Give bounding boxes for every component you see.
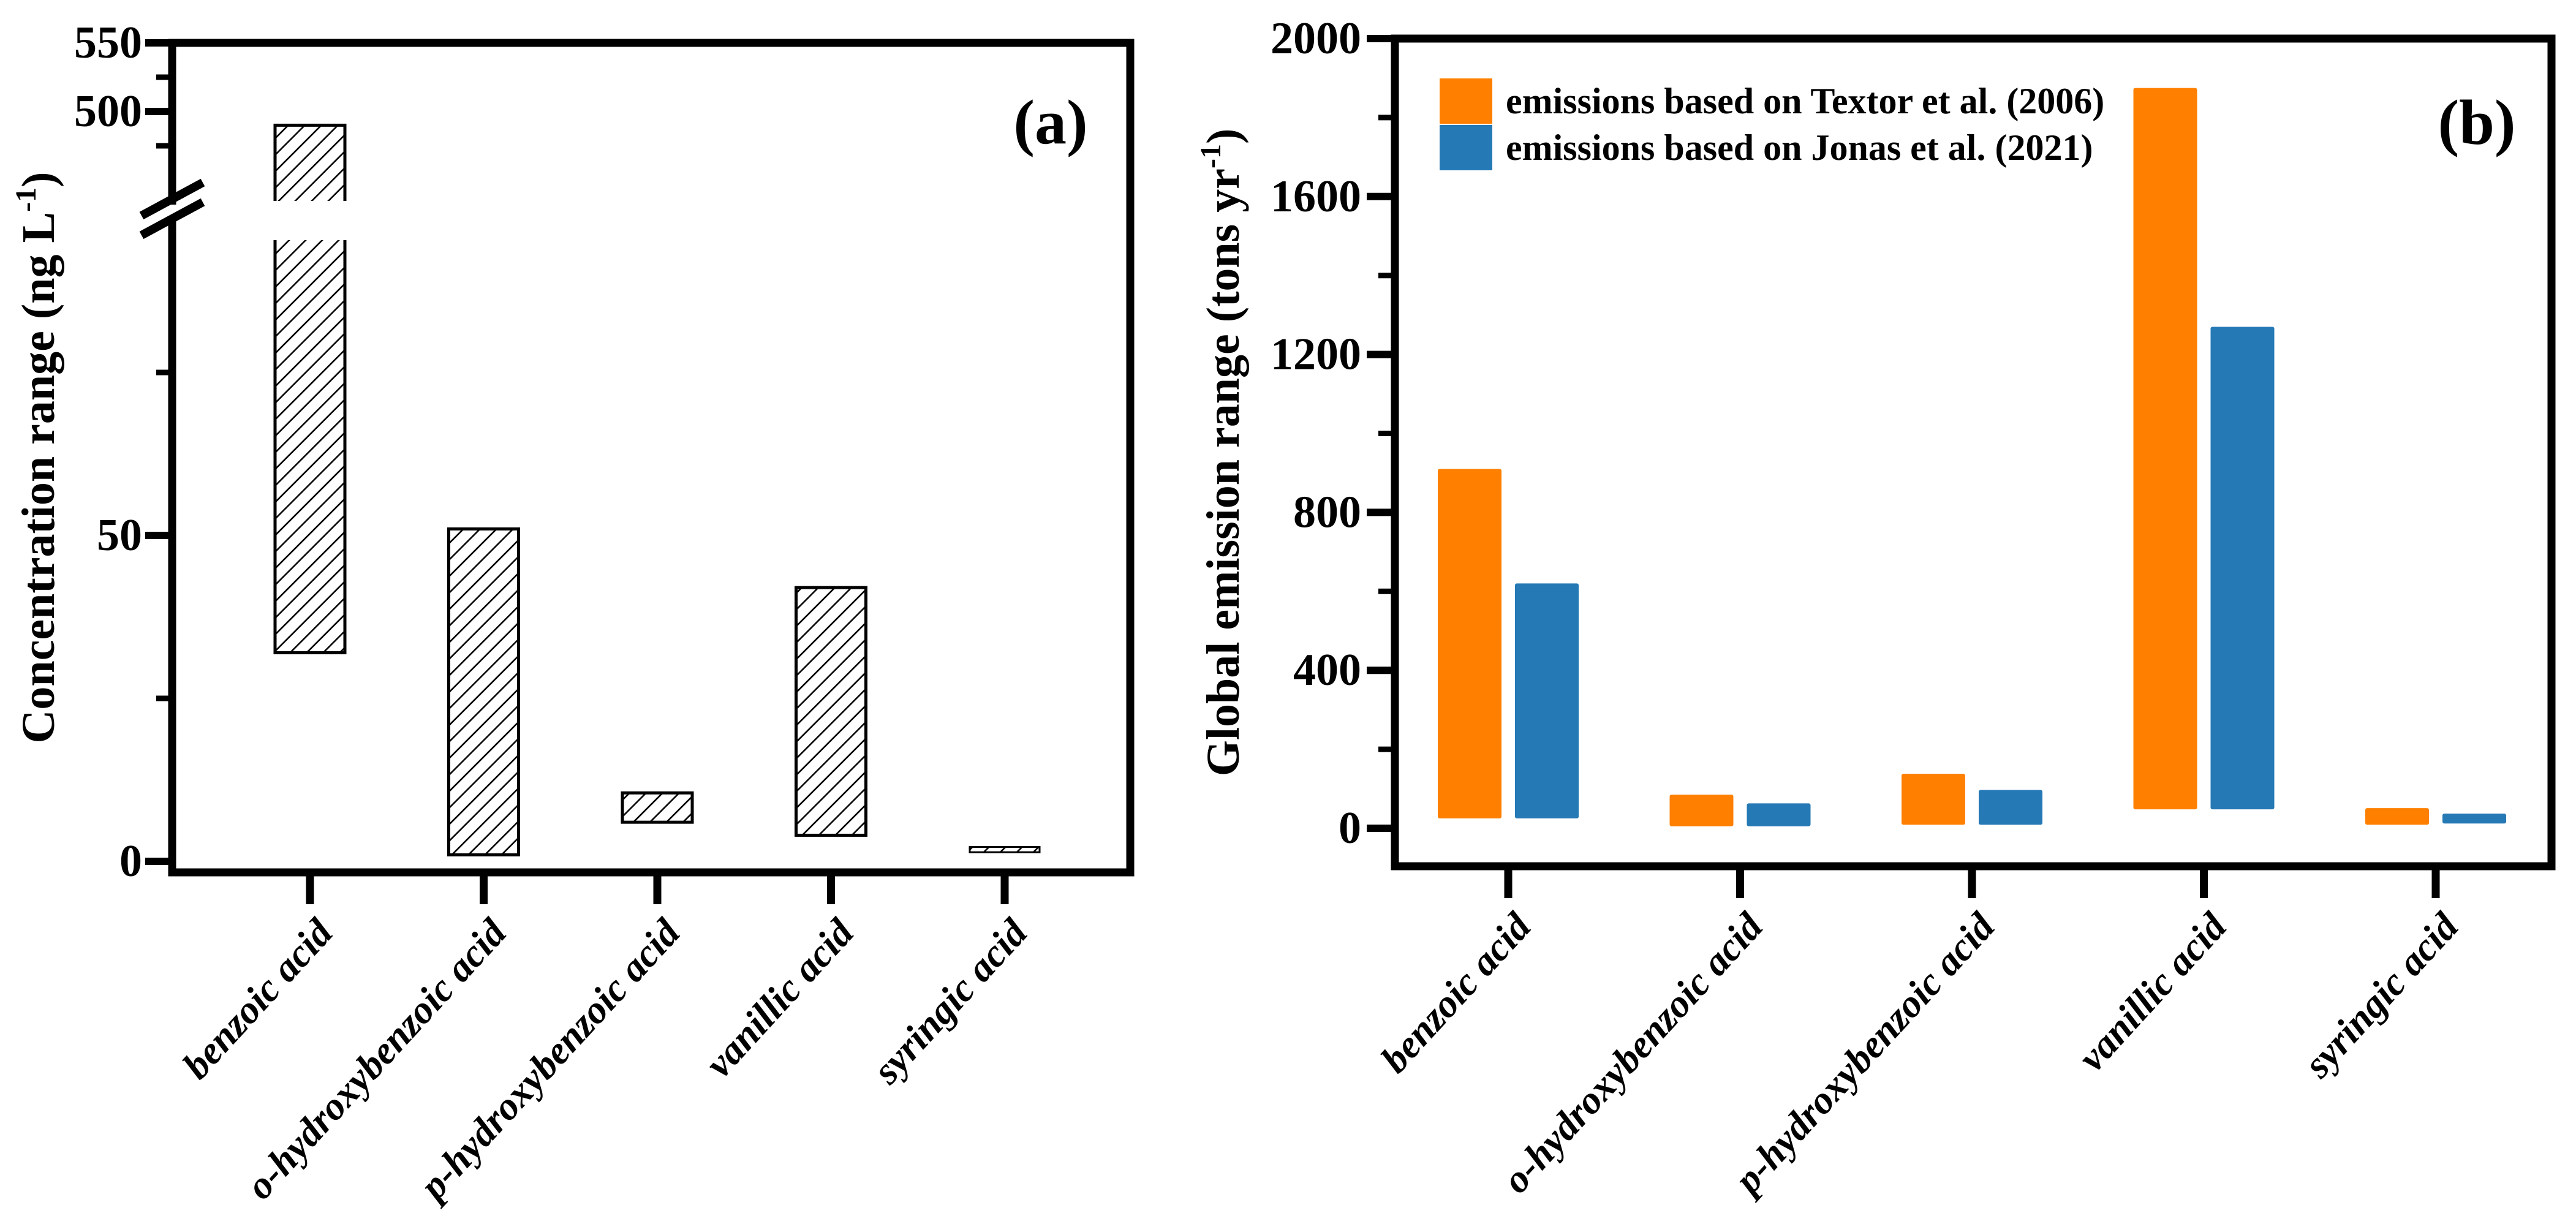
panel-a-y-axis-title: Concentration range (ng L-1)	[10, 172, 64, 744]
bar-syringic-acid-jonas-2021	[2442, 814, 2506, 824]
x-category-label-syringic-acid: syringic acid	[2295, 904, 2467, 1086]
y-tick-label-0: 0	[1339, 803, 1361, 853]
axis-break-slash-lower	[139, 198, 205, 240]
y-tick-label-2000: 2000	[1271, 13, 1361, 64]
x-category-label-benzoic-acid: benzoic acid	[1372, 904, 1539, 1081]
bar-o-hydroxybenzoic-acid-textor-2006	[1669, 795, 1734, 826]
y-tick-label-800: 800	[1293, 487, 1361, 537]
bar-p-hydroxybenzoic-acid-range	[621, 791, 694, 824]
panel-a-label: (a)	[1013, 88, 1087, 158]
x-category-label-vanillic-acid: vanillic acid	[2069, 904, 2235, 1079]
x-category-label-syringic-acid: syringic acid	[864, 910, 1036, 1092]
bar-o-hydroxybenzoic-acid-range	[447, 527, 520, 856]
x-category-label-o-hydroxybenzoic-acid: o-hydroxybenzoic acid	[1494, 904, 1772, 1201]
bar-benzoic-acid-jonas-2021	[1515, 583, 1579, 818]
bar-syringic-acid-range	[969, 846, 1041, 853]
panel-b-label: (b)	[2438, 88, 2515, 158]
y-tick-label-1200: 1200	[1271, 330, 1361, 380]
legend-swatch-jonas-2021	[1440, 125, 1492, 170]
bar-vanillic-acid-range	[795, 586, 867, 837]
bar-benzoic-acid-textor-2006	[1438, 469, 1501, 818]
bar-p-hydroxybenzoic-acid-jonas-2021	[1979, 790, 2042, 825]
panel-b-emission-chart: 0 400 800 1200 1600 2000 benzoic acido-hydroxy…	[1195, 13, 2556, 1204]
bar-p-hydroxybenzoic-acid-textor-2006	[1902, 774, 1965, 825]
bar-o-hydroxybenzoic-acid-jonas-2021	[1747, 803, 1811, 826]
x-category-label-vanillic-acid: vanillic acid	[697, 910, 862, 1086]
x-category-label-benzoic-acid: benzoic acid	[174, 910, 341, 1087]
y-tick-label-0: 0	[119, 836, 142, 886]
legend-swatch-textor-2006	[1440, 78, 1492, 124]
panel-b-y-axis-title: Global emission range (tons yr-1)	[1195, 129, 1249, 777]
y-tick-label-400: 400	[1293, 645, 1361, 695]
bar-vanillic-acid-jonas-2021	[2210, 327, 2275, 810]
legend-label-jonas-2021: emissions based on Jonas et al. (2021)	[1506, 127, 2093, 168]
legend-label-textor-2006: emissions based on Textor et al. (2006)	[1506, 81, 2104, 121]
axis-break-slash-upper	[139, 178, 205, 220]
bar-syringic-acid-textor-2006	[2365, 808, 2429, 825]
y-tick-label-50: 50	[97, 510, 142, 561]
panel-a-frame	[168, 39, 1135, 877]
y-tick-label-550: 550	[74, 18, 142, 68]
bar-benzoic-acid-break-gap	[273, 201, 347, 240]
x-category-label-p-hydroxybenzoic-acid: p-hydroxybenzoic acid	[1724, 904, 2003, 1204]
y-tick-label-1600: 1600	[1271, 172, 1361, 222]
y-tick-label-500: 500	[74, 86, 142, 137]
bar-vanillic-acid-textor-2006	[2133, 88, 2197, 810]
